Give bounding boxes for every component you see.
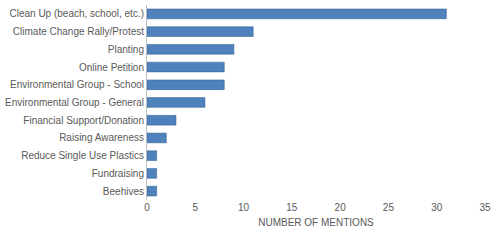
svg-text:5: 5 bbox=[193, 202, 199, 213]
svg-text:Reduce Single Use Plastics: Reduce Single Use Plastics bbox=[21, 150, 144, 161]
svg-text:15: 15 bbox=[286, 202, 298, 213]
svg-text:Environmental Group - General: Environmental Group - General bbox=[5, 97, 144, 108]
svg-text:Beehives: Beehives bbox=[103, 186, 144, 197]
svg-text:25: 25 bbox=[383, 202, 395, 213]
svg-text:Online Petition: Online Petition bbox=[79, 62, 144, 73]
svg-text:Raising Awareness: Raising Awareness bbox=[59, 132, 144, 143]
svg-text:20: 20 bbox=[335, 202, 347, 213]
svg-text:Planting: Planting bbox=[108, 44, 144, 55]
svg-text:0: 0 bbox=[144, 202, 150, 213]
svg-text:10: 10 bbox=[238, 202, 250, 213]
svg-text:Clean Up (beach, school, etc.): Clean Up (beach, school, etc.) bbox=[9, 8, 144, 19]
svg-text:Environmental Group - School: Environmental Group - School bbox=[10, 79, 144, 90]
svg-text:Climate Change Rally/Protest: Climate Change Rally/Protest bbox=[13, 26, 144, 37]
svg-text:NUMBER OF MENTIONS: NUMBER OF MENTIONS bbox=[258, 217, 374, 228]
svg-text:30: 30 bbox=[431, 202, 443, 213]
svg-text:Fundraising: Fundraising bbox=[92, 168, 144, 179]
svg-text:Financial Support/Donation: Financial Support/Donation bbox=[23, 115, 144, 126]
svg-text:35: 35 bbox=[479, 202, 491, 213]
